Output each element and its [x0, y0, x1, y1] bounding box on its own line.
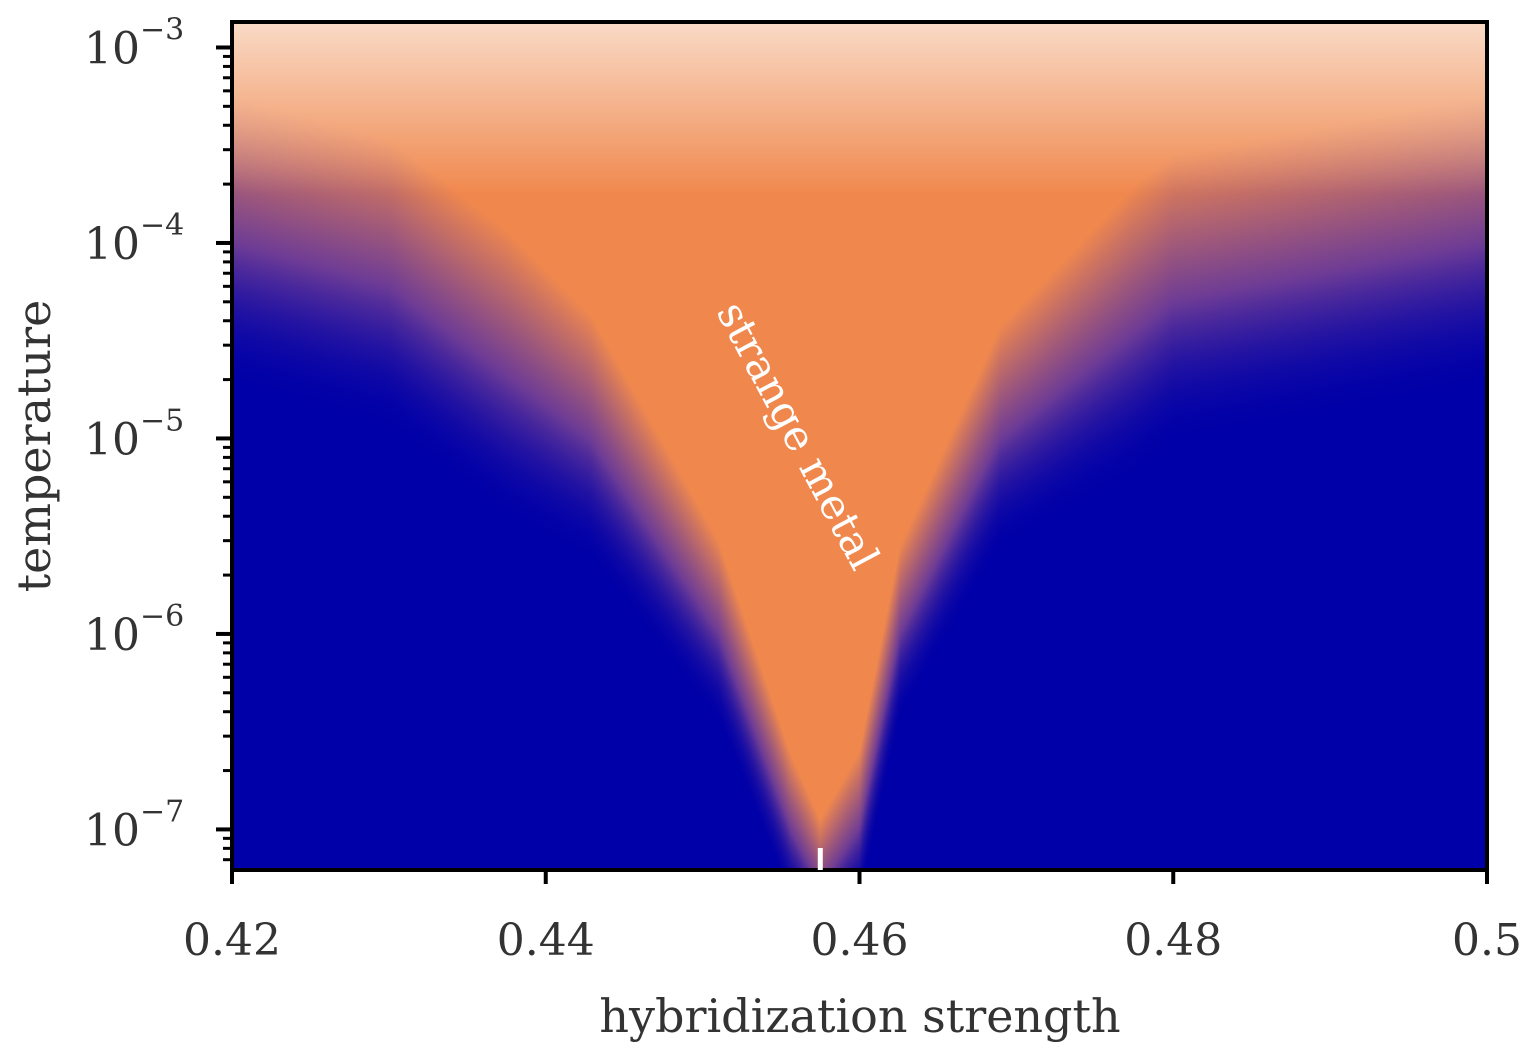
y-tick-label: 10−3: [84, 12, 184, 74]
y-tick-label: 10−5: [84, 403, 184, 465]
y-tick-base: 10: [84, 219, 140, 270]
y-tick-base: 10: [84, 805, 140, 856]
y-ticks: 10−310−410−510−610−7: [84, 12, 232, 856]
x-tick-label: 0.44: [497, 915, 595, 966]
y-tick-label: 10−7: [84, 794, 184, 856]
x-axis-label: hybridization strength: [599, 989, 1120, 1043]
y-tick-base: 10: [84, 23, 140, 74]
heatmap: [232, 22, 1487, 870]
y-tick-exponent: −4: [140, 208, 184, 243]
x-tick-label: 0.5: [1452, 915, 1522, 966]
x-tick-label: 0.46: [811, 915, 909, 966]
y-axis-label: temperature: [7, 300, 61, 593]
y-tick-exponent: −7: [140, 794, 184, 829]
y-tick-base: 10: [84, 610, 140, 661]
x-tick-label: 0.42: [183, 915, 281, 966]
y-tick-label: 10−6: [84, 599, 184, 661]
y-tick-base: 10: [84, 414, 140, 465]
plot-frame: [230, 20, 1489, 872]
y-tick-exponent: −5: [140, 403, 184, 438]
x-tick-label: 0.48: [1124, 915, 1222, 966]
strange-metal-annotation: strange metal: [707, 293, 889, 577]
y-tick-label: 10−4: [84, 208, 184, 270]
y-tick-exponent: −6: [140, 599, 184, 634]
y-tick-exponent: −3: [140, 12, 184, 47]
x-ticks: 0.42 0.44 0.46 0.48 0.5: [183, 870, 1522, 966]
